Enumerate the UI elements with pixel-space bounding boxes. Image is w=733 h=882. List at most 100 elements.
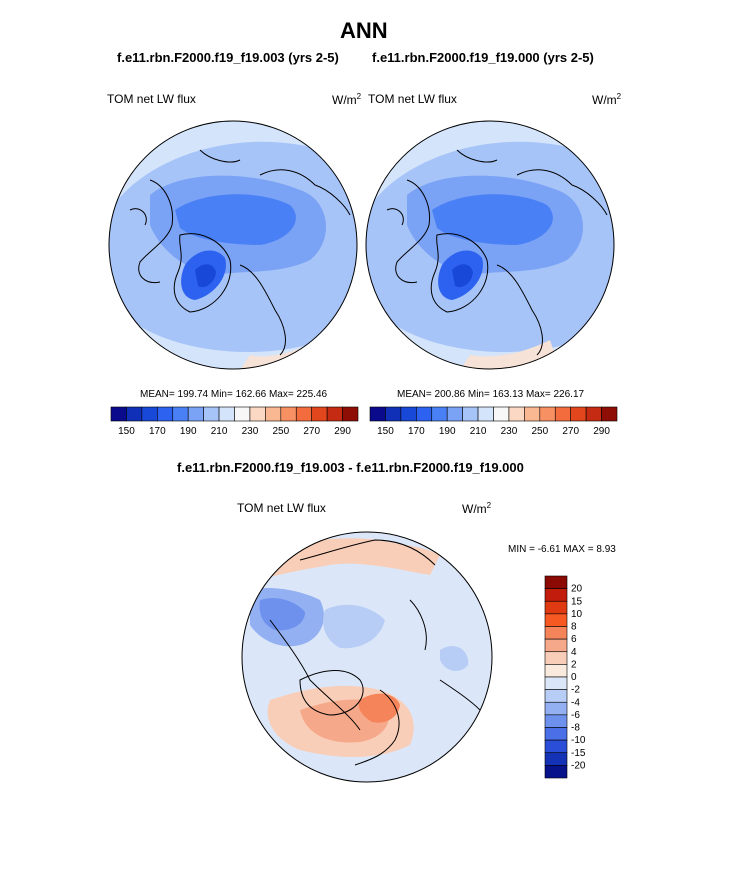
colorbar-swatch	[544, 739, 568, 754]
colorbar-tick-label: 210	[211, 426, 228, 437]
colorbar-swatch	[544, 651, 568, 665]
colorbar-tick-label: -8	[571, 723, 580, 734]
colorbar-swatch	[585, 406, 602, 422]
colorbar-swatch	[187, 406, 204, 422]
colorbar-swatch	[311, 406, 328, 422]
colorbar-tick-label: 2	[571, 659, 577, 670]
colorbar-tick-label: 8	[571, 622, 577, 633]
colorbar-swatch	[544, 575, 568, 589]
colorbar-swatch	[544, 701, 568, 716]
colorbar-swatch	[342, 406, 359, 422]
left-map-border	[108, 120, 358, 370]
colorbar-swatch	[416, 406, 433, 422]
colorbar-tick-label: -15	[571, 748, 586, 759]
colorbar-swatch	[524, 406, 541, 422]
left-colorbar: 150 170 190 210 230 250 270 290	[110, 406, 359, 437]
colorbar-tick-label: 290	[593, 426, 610, 437]
colorbar-tick-label: 210	[470, 426, 487, 437]
diff-variable-label: TOM net LW flux	[237, 501, 326, 515]
colorbar-swatch	[295, 406, 312, 422]
colorbar-swatch	[544, 588, 568, 602]
diff-map-siberia-cool	[440, 645, 469, 672]
colorbar-swatch	[554, 406, 571, 422]
right-coastlines	[386, 149, 608, 356]
right-map-greenland-core	[452, 264, 473, 288]
colorbar-tick-label: 15	[571, 596, 583, 607]
colorbar-swatch	[570, 406, 587, 422]
right-units-label: W/m2	[592, 92, 622, 107]
colorbar-swatch	[544, 689, 568, 703]
colorbar-tick-label: 20	[571, 584, 583, 595]
colorbar-tick-label: -20	[571, 760, 586, 771]
colorbar-swatch	[544, 714, 568, 728]
colorbar-swatch	[110, 406, 127, 422]
diff-map-arctic-cool	[323, 604, 385, 649]
colorbar-tick-label: 170	[408, 426, 425, 437]
colorbar-swatch	[172, 406, 189, 422]
colorbar-swatch	[265, 406, 282, 422]
diff-polar-map	[242, 532, 492, 782]
diff-coastlines	[269, 539, 481, 766]
colorbar-swatch	[218, 406, 235, 422]
colorbar-swatch	[544, 638, 568, 653]
colorbar-swatch	[126, 406, 143, 422]
colorbar-swatch	[203, 406, 220, 422]
colorbar-tick-label: -6	[571, 710, 580, 721]
colorbar-swatch	[280, 406, 297, 422]
left-variable-label: TOM net LW flux	[107, 92, 196, 106]
colorbar-swatch	[544, 752, 568, 766]
colorbar-swatch	[544, 600, 568, 615]
colorbar-tick-label: -2	[571, 685, 580, 696]
colorbar-tick-label: 270	[303, 426, 320, 437]
colorbar-tick-label: 270	[562, 426, 579, 437]
left-polar-map	[109, 121, 357, 369]
colorbar-tick-label: 290	[334, 426, 351, 437]
colorbar-tick-label: 250	[272, 426, 289, 437]
colorbar-swatch	[544, 664, 568, 678]
left-coastlines	[129, 149, 351, 356]
right-run-label: f.e11.rbn.F2000.f19_f19.000 (yrs 2-5)	[372, 50, 594, 65]
colorbar-tick-label: 150	[377, 426, 394, 437]
colorbar-swatch	[326, 406, 343, 422]
colorbar-swatch	[544, 676, 568, 690]
right-map-border	[365, 120, 615, 370]
left-map-greenland-core	[195, 264, 216, 288]
colorbar-swatch	[462, 406, 479, 422]
diff-units-label: W/m2	[462, 501, 492, 516]
colorbar-swatch	[249, 406, 266, 422]
colorbar-tick-label: -10	[571, 735, 586, 746]
right-variable-label: TOM net LW flux	[368, 92, 457, 106]
colorbar-swatch	[157, 406, 174, 422]
colorbar-tick-label: 6	[571, 634, 577, 645]
colorbar-swatch	[477, 406, 494, 422]
right-colorbar: 150 170 190 210 230 250 270 290	[369, 406, 618, 437]
colorbar-tick-label: -4	[571, 697, 580, 708]
diff-map-border	[241, 531, 493, 783]
colorbar-swatch	[369, 406, 386, 422]
colorbar-tick-label: 0	[571, 672, 577, 683]
diff-map-canada-core	[259, 598, 305, 631]
right-stats: MEAN= 200.86 Min= 163.13 Max= 226.17	[397, 389, 585, 400]
colorbar-swatch	[544, 765, 568, 779]
right-map-central-arctic	[432, 194, 553, 245]
colorbar-swatch	[234, 406, 251, 422]
colorbar-swatch	[493, 406, 510, 422]
left-run-label: f.e11.rbn.F2000.f19_f19.003 (yrs 2-5)	[117, 50, 339, 65]
left-map-central-arctic	[175, 194, 296, 245]
colorbar-swatch	[539, 406, 556, 422]
colorbar-tick-label: 230	[501, 426, 518, 437]
right-polar-map	[366, 121, 614, 369]
colorbar-tick-label: 190	[439, 426, 456, 437]
colorbar-tick-label: 10	[571, 609, 583, 620]
colorbar-tick-label: 150	[118, 426, 135, 437]
colorbar-tick-label: 250	[531, 426, 548, 437]
colorbar-swatch	[508, 406, 525, 422]
colorbar-swatch	[544, 727, 568, 741]
diff-title: f.e11.rbn.F2000.f19_f19.003 - f.e11.rbn.…	[177, 460, 524, 475]
diff-map-scandinavia-peak	[358, 693, 400, 723]
colorbar-tick-label: 230	[242, 426, 259, 437]
colorbar-swatch	[544, 613, 568, 627]
colorbar-tick-label: 170	[149, 426, 166, 437]
